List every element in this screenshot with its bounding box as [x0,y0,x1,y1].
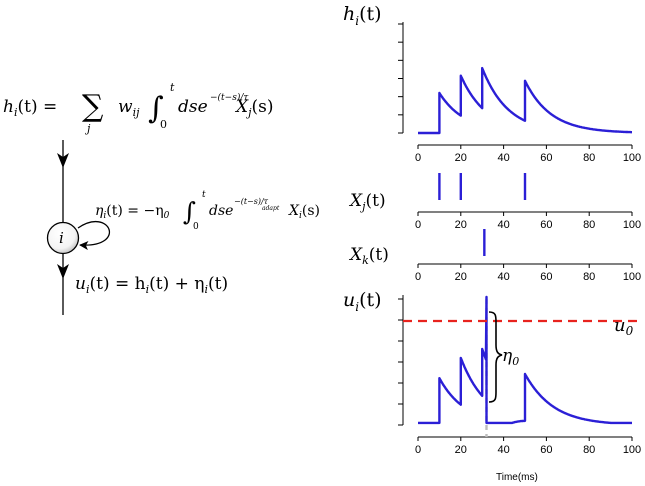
svg-text:hi(t) =: hi(t) = [3,97,57,119]
xk-plot-ylabel: Xk(t) [348,245,389,267]
input-arrow-icon [57,153,69,168]
svg-text:0: 0 [160,118,167,131]
u-xtick-label: 100 [623,444,641,456]
xj-xtick-label: 20 [455,219,467,231]
svg-text:dse: dse [209,203,233,219]
u-trace [417,295,633,425]
xj-plot: Xj(t) 0 20 40 60 80 100 [348,173,641,231]
neuron-label: i [59,229,64,247]
u-equation: ui(t) = hi(t) + ηi(t) [75,274,228,296]
u-xtick-label: 60 [540,444,552,456]
xj-xtick-label: 80 [583,219,595,231]
u-xtick-label: 0 [415,444,421,456]
eta-label: η0 [502,346,519,368]
xj-plot-ylabel: Xj(t) [348,191,386,213]
xj-xtick-label: 100 [623,219,641,231]
svg-text:−(t−s)/τ: −(t−s)/τ [234,197,269,206]
xj-spikes [438,173,527,200]
u-xtick-label: 40 [497,444,509,456]
h-xtick-label: 20 [455,152,467,164]
svg-text:∑: ∑ [82,89,104,124]
xk-xtick-label: 20 [455,271,467,283]
h-plot-ylabel: hi(t) [343,3,382,28]
xj-xtick-label: 60 [540,219,552,231]
svg-text:Xj(s): Xj(s) [234,97,274,119]
eta-brace [488,311,503,403]
svg-text:Xi(s): Xi(s) [288,203,320,221]
svg-text:−(t−s)/τ: −(t−s)/τ [210,92,249,103]
x-axis-title: Time(ms) [496,472,538,483]
u-plot: ui(t) 0 20 40 60 80 100 u0 η0 [343,289,641,456]
h-plot: hi(t) 0 20 40 60 80 100 [343,3,641,164]
h-xtick-label: 100 [623,152,641,164]
xk-xtick-label: 0 [415,271,421,283]
svg-text:dse: dse [178,97,208,117]
svg-text:j: j [84,122,91,135]
h-xtick-label: 80 [583,152,595,164]
svg-text:∫: ∫ [183,197,196,226]
h-xtick-label: 0 [415,152,421,164]
self-loop [77,221,111,251]
svg-text:∫: ∫ [148,91,164,126]
svg-text:wij: wij [118,97,140,119]
xk-xticks: 0 20 40 60 80 100 [415,264,641,283]
svg-text:ui(t) = hi(t) + ηi(t): ui(t) = hi(t) + ηi(t) [75,274,228,296]
xj-xtick-label: 40 [497,219,509,231]
xj-xtick-label: 0 [415,219,421,231]
svg-text:adapt: adapt [262,205,280,212]
xk-xtick-label: 40 [497,271,509,283]
u-xtick-label: 80 [583,444,595,456]
h-xticks: 0 20 40 60 80 100 [415,145,641,164]
h-yticks [398,23,403,134]
xk-xtick-label: 80 [583,271,595,283]
svg-text:t: t [202,190,206,200]
svg-text:t: t [170,81,175,94]
xk-xtick-label: 100 [623,271,641,283]
svg-text:0: 0 [193,222,199,232]
h-trace [417,66,633,135]
u-xticks: 0 20 40 60 80 100 [415,437,641,456]
h-xtick-label: 60 [540,152,552,164]
u-yticks [398,298,403,426]
xk-plot: Xk(t) 0 20 40 60 80 100 [348,229,641,283]
svg-text:ηi(t) = −η0: ηi(t) = −η0 [95,203,170,221]
eta-equation: ηi(t) = −η0 ∫ t 0 dse −(t−s)/τ adapt Xi(… [95,190,320,232]
xk-xtick-label: 60 [540,271,552,283]
h-equation: hi(t) = ∑ j wij ∫ t 0 dse −(t−s)/τ Xj(s) [3,81,274,135]
u-plot-ylabel: ui(t) [343,289,382,314]
threshold-label: u0 [614,315,634,338]
u-xtick-label: 20 [455,444,467,456]
neuron-node [46,221,80,255]
xj-xticks: 0 20 40 60 80 100 [415,212,641,231]
h-xtick-label: 40 [497,152,509,164]
output-arrow-icon [57,264,69,279]
